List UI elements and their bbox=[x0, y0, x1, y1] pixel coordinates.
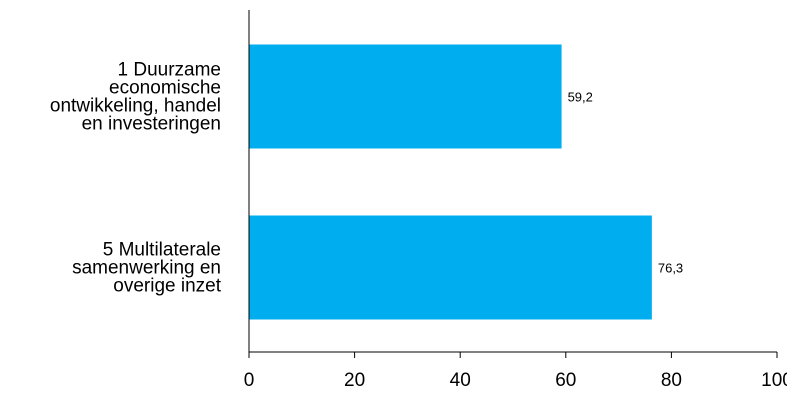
bar-1 bbox=[249, 44, 562, 149]
category-label-line: 1 Duurzame bbox=[118, 60, 222, 81]
x-tick-label: 100 bbox=[761, 370, 787, 391]
category-label-line: en investeringen bbox=[82, 114, 221, 135]
category-label-line: overige inzet bbox=[113, 276, 221, 297]
x-tick-label: 80 bbox=[661, 370, 682, 391]
category-label-line: economische bbox=[109, 78, 221, 99]
x-tick-label: 40 bbox=[450, 370, 471, 391]
bars-group bbox=[249, 44, 652, 320]
x-tick-label: 0 bbox=[244, 370, 255, 391]
x-axis-ticks: 0 20 40 60 80 100 bbox=[244, 352, 787, 391]
x-tick-label: 60 bbox=[555, 370, 576, 391]
category-label-1: 1 Duurzame economische ontwikkeling, hande… bbox=[50, 60, 221, 135]
data-label-2: 76,3 bbox=[658, 261, 683, 276]
category-label-line: ontwikkeling, handel bbox=[50, 96, 221, 117]
category-label-line: samenwerking en bbox=[72, 258, 221, 279]
data-label-1: 59,2 bbox=[568, 90, 593, 105]
axes bbox=[248, 10, 777, 353]
data-labels: 59,2 76,3 bbox=[568, 90, 684, 276]
category-label-2: 5 Multilaterale samenwerking en overige in… bbox=[72, 240, 222, 297]
category-labels: 1 Duurzame economische ontwikkeling, hande… bbox=[50, 60, 222, 297]
category-label-line: 5 Multilaterale bbox=[103, 240, 221, 261]
x-tick-label: 20 bbox=[344, 370, 365, 391]
bar-2 bbox=[249, 215, 652, 320]
